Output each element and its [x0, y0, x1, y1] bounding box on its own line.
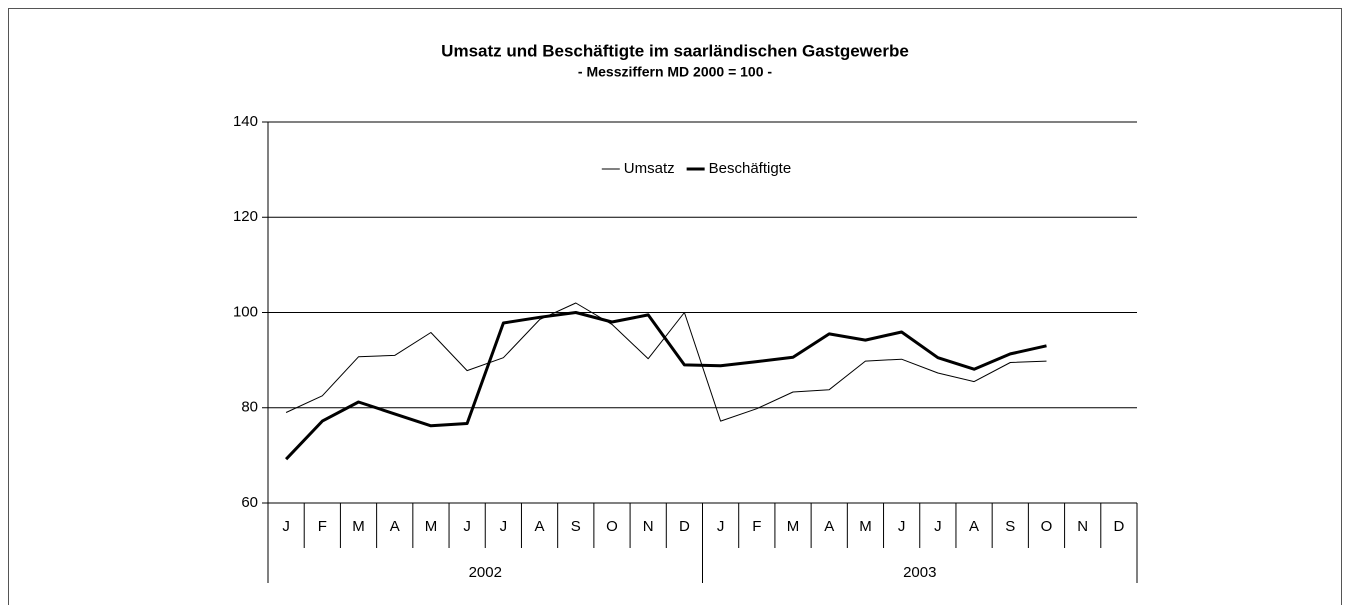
x-tick-label: J	[282, 518, 290, 535]
x-tick-label: A	[535, 518, 545, 535]
x-tick-label: J	[717, 518, 725, 535]
y-tick-label: 100	[233, 303, 258, 320]
chart-subtitle: - Messziffern MD 2000 = 100 -	[578, 64, 772, 80]
x-tick-label: N	[1077, 518, 1088, 535]
x-tick-label: O	[606, 518, 618, 535]
series-line	[285, 302, 1047, 422]
x-tick-label: M	[425, 518, 438, 535]
x-tick-label: A	[824, 518, 834, 535]
x-tick-label: J	[500, 518, 508, 535]
x-tick-label: M	[859, 518, 872, 535]
x-tick-label: S	[1005, 518, 1015, 535]
y-tick-label: 120	[233, 208, 258, 225]
x-tick-label: A	[390, 518, 400, 535]
x-tick-label: D	[1113, 518, 1124, 535]
x-tick-label: J	[934, 518, 942, 535]
x-tick-label: M	[787, 518, 800, 535]
x-tick-label: J	[463, 518, 471, 535]
x-tick-label: J	[898, 518, 906, 535]
chart-frame	[8, 8, 1342, 605]
x-tick-label: S	[571, 518, 581, 535]
chart-title: Umsatz und Beschäftigte im saarländische…	[441, 41, 909, 60]
x-tick-label: N	[643, 518, 654, 535]
y-tick-label: 60	[241, 494, 258, 511]
x-tick-label: F	[752, 518, 761, 535]
x-group-label: 2003	[903, 564, 936, 581]
series-line	[285, 311, 1047, 461]
legend-label: Beschäftigte	[709, 160, 792, 177]
y-tick-label: 80	[241, 399, 258, 416]
x-tick-label: O	[1041, 518, 1053, 535]
x-tick-label: D	[679, 518, 690, 535]
legend-label: Umsatz	[624, 160, 675, 177]
y-tick-label: 140	[233, 113, 258, 130]
x-group-label: 2002	[469, 564, 502, 581]
x-tick-label: F	[318, 518, 327, 535]
x-tick-label: M	[352, 518, 365, 535]
x-tick-label: A	[969, 518, 979, 535]
